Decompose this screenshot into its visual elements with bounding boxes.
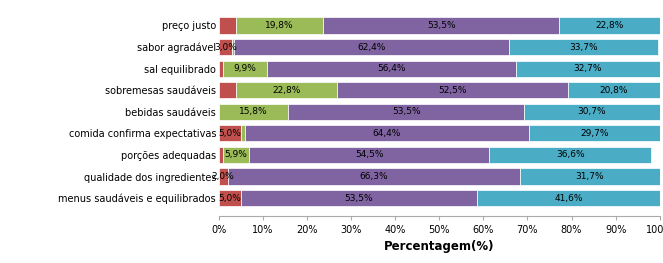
Text: 56,4%: 56,4% — [377, 64, 406, 73]
Bar — [219, 17, 236, 33]
Bar — [245, 125, 528, 141]
Text: 62,4%: 62,4% — [357, 43, 386, 52]
Text: 2,0%: 2,0% — [211, 172, 235, 181]
Bar — [337, 82, 568, 98]
Text: 30,7%: 30,7% — [577, 107, 607, 116]
Bar — [219, 125, 241, 141]
Bar — [559, 17, 660, 33]
Bar — [267, 60, 516, 77]
Bar — [219, 190, 241, 206]
Text: 32,7%: 32,7% — [573, 64, 602, 73]
Text: 53,5%: 53,5% — [427, 21, 455, 30]
Text: 22,8%: 22,8% — [595, 21, 624, 30]
Text: 19,8%: 19,8% — [265, 21, 294, 30]
Text: 64,4%: 64,4% — [373, 129, 401, 138]
Text: 54,5%: 54,5% — [355, 150, 384, 159]
Bar — [232, 39, 234, 55]
Bar — [249, 147, 489, 163]
Bar — [236, 82, 337, 98]
Bar — [223, 60, 267, 77]
Text: 36,6%: 36,6% — [556, 150, 585, 159]
Bar — [516, 60, 660, 77]
Bar — [241, 125, 245, 141]
Bar — [324, 17, 559, 33]
Bar — [509, 39, 658, 55]
Bar — [219, 104, 288, 120]
Text: 41,6%: 41,6% — [554, 194, 583, 203]
Text: 52,5%: 52,5% — [438, 86, 467, 95]
Text: 53,5%: 53,5% — [392, 107, 421, 116]
Bar — [219, 39, 232, 55]
Bar — [227, 168, 520, 185]
Bar — [568, 82, 660, 98]
Text: 15,8%: 15,8% — [239, 107, 268, 116]
Text: 66,3%: 66,3% — [359, 172, 388, 181]
Text: 5,0%: 5,0% — [218, 194, 241, 203]
Bar — [477, 190, 660, 206]
Bar — [236, 17, 324, 33]
Bar — [288, 104, 524, 120]
Text: 33,7%: 33,7% — [570, 43, 598, 52]
Text: 9,9%: 9,9% — [233, 64, 257, 73]
Bar — [219, 147, 223, 163]
Text: 22,8%: 22,8% — [272, 86, 300, 95]
Text: 20,8%: 20,8% — [599, 86, 628, 95]
Bar — [223, 147, 249, 163]
Bar — [219, 60, 223, 77]
Bar — [489, 147, 651, 163]
Bar — [241, 190, 477, 206]
X-axis label: Percentagem(%): Percentagem(%) — [384, 240, 495, 253]
Text: 3,0%: 3,0% — [214, 43, 237, 52]
Text: 5,9%: 5,9% — [225, 150, 248, 159]
Text: 5,0%: 5,0% — [218, 129, 241, 138]
Bar — [524, 104, 660, 120]
Text: 31,7%: 31,7% — [575, 172, 604, 181]
Bar — [219, 82, 236, 98]
Text: 53,5%: 53,5% — [345, 194, 373, 203]
Bar — [234, 39, 509, 55]
Text: 29,7%: 29,7% — [580, 129, 609, 138]
Bar — [219, 168, 227, 185]
Bar — [528, 125, 660, 141]
Bar — [520, 168, 660, 185]
